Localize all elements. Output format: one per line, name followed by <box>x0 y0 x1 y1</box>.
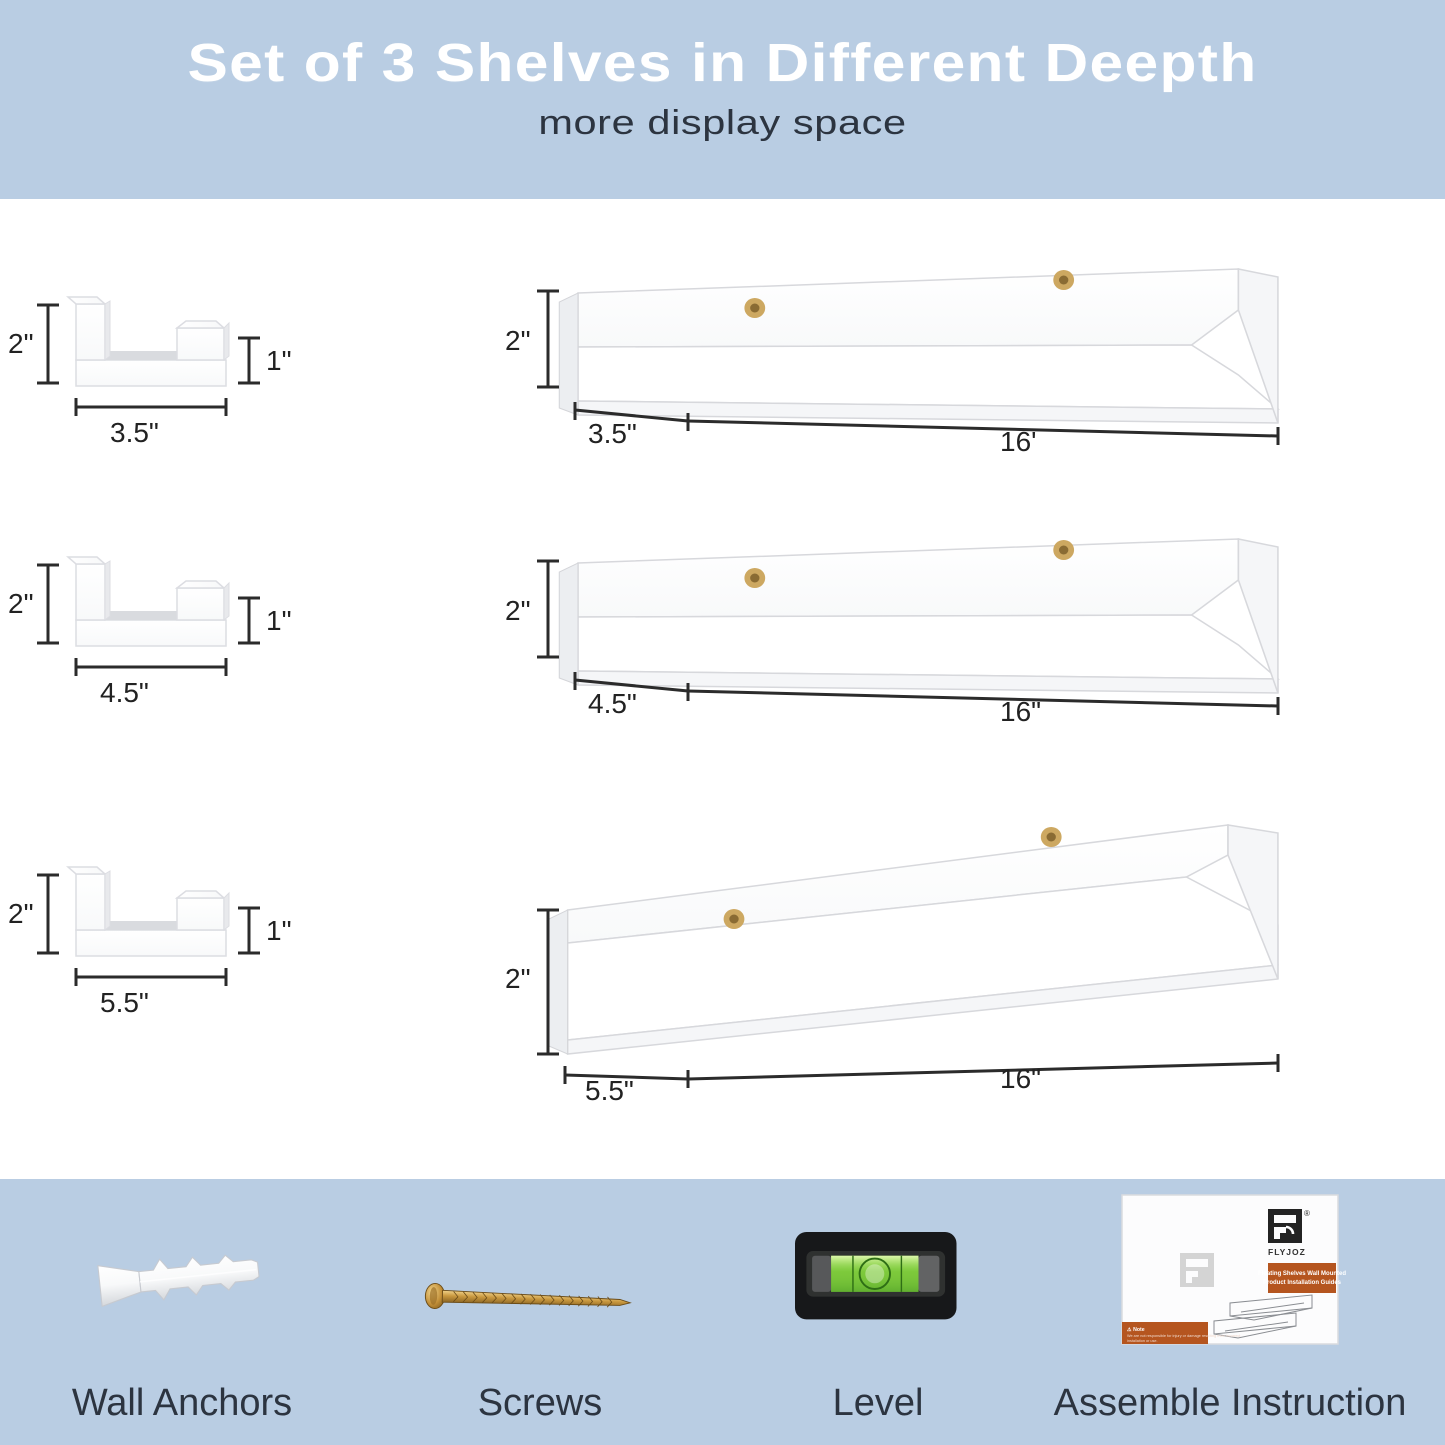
svg-text:2": 2" <box>8 328 34 359</box>
svg-text:®: ® <box>1304 1209 1310 1218</box>
svg-text:2": 2" <box>505 325 531 356</box>
svg-text:Floating Shelves Wall Mounted: Floating Shelves Wall Mounted <box>1258 1271 1346 1277</box>
svg-text:4.5": 4.5" <box>100 677 149 708</box>
svg-text:16": 16" <box>1000 696 1041 727</box>
svg-text:5.5": 5.5" <box>100 987 149 1018</box>
svg-text:1": 1" <box>266 605 292 636</box>
svg-text:2": 2" <box>505 963 531 994</box>
svg-text:16": 16" <box>1000 1063 1041 1094</box>
svg-text:Wall Anchors: Wall Anchors <box>72 1382 292 1424</box>
svg-text:1": 1" <box>266 345 292 376</box>
svg-text:We are not responsible for inj: We are not responsible for injury or dam… <box>1127 1334 1241 1338</box>
svg-text:3.5": 3.5" <box>588 418 637 449</box>
svg-text:3.5": 3.5" <box>110 417 159 448</box>
svg-text:16': 16' <box>1000 426 1037 457</box>
svg-text:4.5": 4.5" <box>588 688 637 719</box>
svg-text:1": 1" <box>266 915 292 946</box>
svg-text:FLYJOZ: FLYJOZ <box>1268 1247 1306 1257</box>
svg-text:Screws: Screws <box>478 1382 603 1424</box>
svg-text:Product Installation Guides: Product Installation Guides <box>1263 1280 1342 1286</box>
svg-text:Assemble Instruction: Assemble Instruction <box>1054 1382 1407 1424</box>
svg-text:Level: Level <box>833 1382 924 1424</box>
svg-text:⚠ Note: ⚠ Note <box>1127 1327 1145 1333</box>
svg-text:2": 2" <box>8 588 34 619</box>
svg-text:5.5": 5.5" <box>585 1075 634 1106</box>
svg-text:2": 2" <box>8 898 34 929</box>
svg-text:installation or use.: installation or use. <box>1127 1339 1158 1343</box>
svg-text:2": 2" <box>505 595 531 626</box>
